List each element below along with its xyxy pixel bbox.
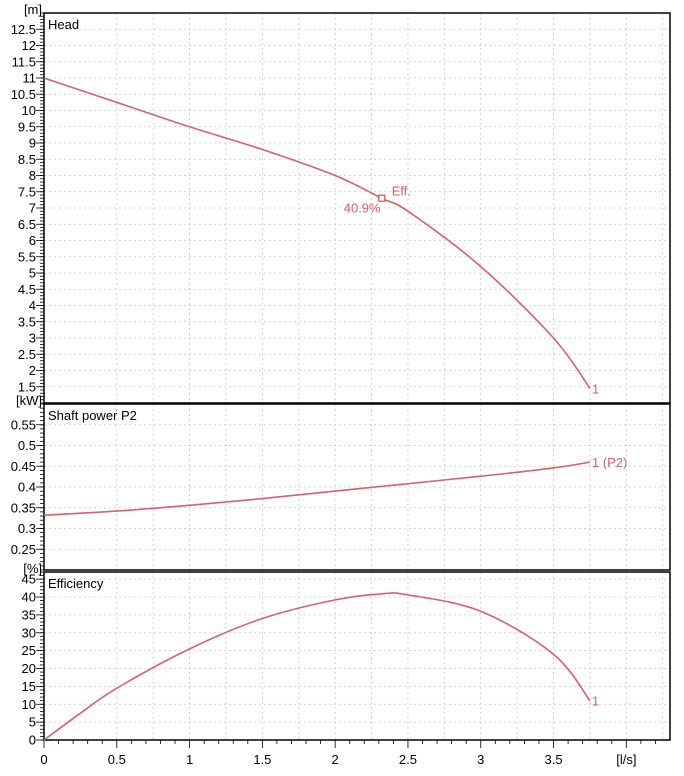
series-label: 1 (P2) <box>592 455 627 470</box>
y-unit-label: [%] <box>23 561 42 576</box>
y-tick-label: 0 <box>29 733 36 748</box>
y-tick-label: 12.5 <box>11 22 36 37</box>
y-tick-label: 6.5 <box>18 217 36 232</box>
y-tick-label: 10 <box>22 697 36 712</box>
panel-efficiency: 0 5 10 15 20 25 30 35 40 45[%] Efficiency 1 <box>22 561 671 748</box>
panel-title: Shaft power P2 <box>48 408 137 423</box>
y-tick-label: 0.45 <box>11 459 36 474</box>
y-tick-label: 10 <box>22 103 36 118</box>
y-tick-label: 11.5 <box>12 54 36 69</box>
panel-title: Head <box>48 17 79 32</box>
y-tick-label: 9.5 <box>18 119 36 134</box>
series-label: 1 <box>592 381 599 396</box>
y-tick-label: 15 <box>22 679 36 694</box>
y-unit-label: [kW] <box>16 393 42 408</box>
x-tick-label: 3 <box>477 752 484 767</box>
x-tick-label: 2 <box>332 752 339 767</box>
y-tick-label: 0.25 <box>11 542 36 557</box>
x-tick-label: 1.5 <box>253 752 271 767</box>
y-tick-label: 45 <box>22 572 36 587</box>
y-tick-label: 0.35 <box>11 500 36 515</box>
y-tick-label: 9 <box>29 136 36 151</box>
y-tick-label: 7.5 <box>18 184 36 199</box>
x-tick-label: 1 <box>186 752 193 767</box>
x-tick-label: 0.5 <box>108 752 126 767</box>
y-tick-label: 10.5 <box>11 87 36 102</box>
y-tick-label: 2.5 <box>18 347 36 362</box>
y-tick-label: 8 <box>29 168 36 183</box>
y-tick-label: 25 <box>22 643 36 658</box>
x-tick-label: 2.5 <box>399 752 417 767</box>
panel-shaft-power-p2: 0.25 0.3 0.35 0.4 0.45 0.5 0.55 [kW] Shaft power… <box>11 393 671 571</box>
y-tick-label: 12 <box>22 38 36 53</box>
annotation-eff: Eff. <box>392 183 411 198</box>
x-tick-label: 3.5 <box>544 752 562 767</box>
y-tick-label: 0.3 <box>18 521 36 536</box>
y-tick-label: 0.5 <box>18 438 36 453</box>
y-tick-label: 7 <box>29 201 36 216</box>
y-unit-label: [m] <box>24 2 42 17</box>
y-tick-label: 4.5 <box>18 282 36 297</box>
series-line <box>43 592 591 741</box>
y-tick-label: 2 <box>29 363 36 378</box>
y-tick-label: 3.5 <box>18 314 36 329</box>
series-line <box>43 77 591 389</box>
y-tick-label: 5.5 <box>18 249 36 264</box>
y-tick-label: 1.5 <box>18 379 36 394</box>
y-tick-label: 4 <box>29 298 36 313</box>
y-tick-label: 5 <box>29 715 36 730</box>
y-tick-label: 40 <box>22 590 36 605</box>
y-tick-label: 0.55 <box>11 417 36 432</box>
panel-title: Efficiency <box>48 576 104 591</box>
annotation-eff-value: 40.9% <box>344 200 381 215</box>
y-tick-label: 8.5 <box>18 152 36 167</box>
y-tick-label: 35 <box>22 607 36 622</box>
x-unit-label: [l/s] <box>616 752 636 767</box>
series-label: 1 <box>592 694 599 709</box>
y-tick-label: 6 <box>29 233 36 248</box>
series-line <box>43 461 591 516</box>
y-tick-label: 3 <box>29 331 36 346</box>
plot-frame <box>43 403 671 571</box>
y-tick-label: 30 <box>22 625 36 640</box>
panel-head: 1.522.53 3.544.55 5.566.57 7.588.59 9.51010.… <box>11 2 671 404</box>
y-tick-label: 11 <box>23 71 37 86</box>
y-tick-label: 5 <box>29 266 36 281</box>
plot-frame <box>43 571 671 741</box>
x-axis: 0 0.5 1 1.5 2 2.5 3 3.5 [l/s] <box>40 740 656 767</box>
x-tick-label: 0 <box>40 752 47 767</box>
y-tick-label: 20 <box>22 661 36 676</box>
y-tick-label: 0.4 <box>18 480 36 495</box>
operating-point-marker <box>378 194 386 202</box>
